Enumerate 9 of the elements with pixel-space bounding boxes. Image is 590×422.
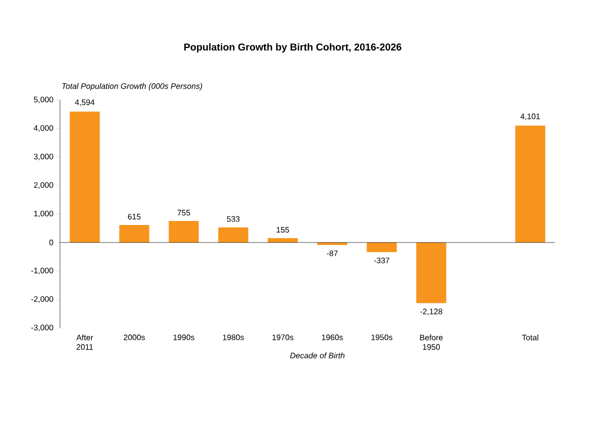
bar [515, 126, 546, 242]
bar [268, 238, 298, 242]
bar [168, 220, 199, 242]
bar [218, 227, 248, 242]
bar [119, 224, 150, 242]
chart-title: Population Growth by Birth Cohort, 2016-2026 [184, 43, 402, 52]
bar [416, 242, 446, 304]
bar [366, 242, 397, 252]
bar [70, 112, 100, 242]
